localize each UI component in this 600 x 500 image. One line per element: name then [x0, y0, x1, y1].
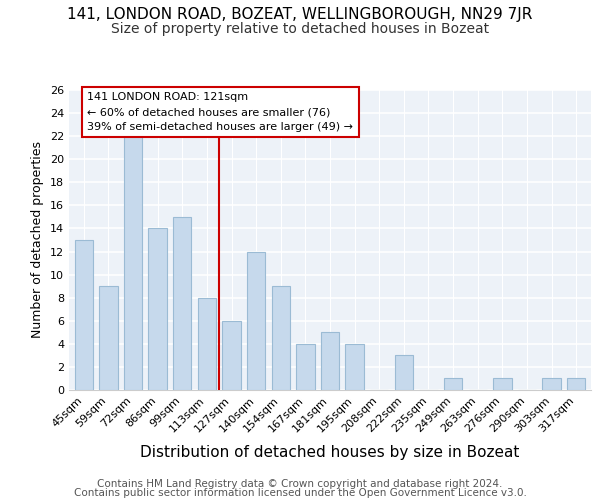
Bar — [74, 240, 93, 390]
Text: Size of property relative to detached houses in Bozeat: Size of property relative to detached ho… — [111, 22, 489, 36]
Bar — [173, 217, 191, 390]
Bar — [296, 344, 314, 390]
Text: 141, LONDON ROAD, BOZEAT, WELLINGBOROUGH, NN29 7JR: 141, LONDON ROAD, BOZEAT, WELLINGBOROUGH… — [67, 8, 533, 22]
Bar — [444, 378, 463, 390]
Bar — [542, 378, 561, 390]
Text: Contains HM Land Registry data © Crown copyright and database right 2024.: Contains HM Land Registry data © Crown c… — [97, 479, 503, 489]
Bar — [346, 344, 364, 390]
Bar — [148, 228, 167, 390]
Bar — [321, 332, 339, 390]
Bar — [567, 378, 586, 390]
Bar — [272, 286, 290, 390]
Bar — [493, 378, 512, 390]
X-axis label: Distribution of detached houses by size in Bozeat: Distribution of detached houses by size … — [140, 445, 520, 460]
Text: Contains public sector information licensed under the Open Government Licence v3: Contains public sector information licen… — [74, 488, 526, 498]
Bar — [395, 356, 413, 390]
Bar — [124, 136, 142, 390]
Y-axis label: Number of detached properties: Number of detached properties — [31, 142, 44, 338]
Text: 141 LONDON ROAD: 121sqm
← 60% of detached houses are smaller (76)
39% of semi-de: 141 LONDON ROAD: 121sqm ← 60% of detache… — [88, 92, 353, 132]
Bar — [99, 286, 118, 390]
Bar — [222, 321, 241, 390]
Bar — [247, 252, 265, 390]
Bar — [197, 298, 216, 390]
